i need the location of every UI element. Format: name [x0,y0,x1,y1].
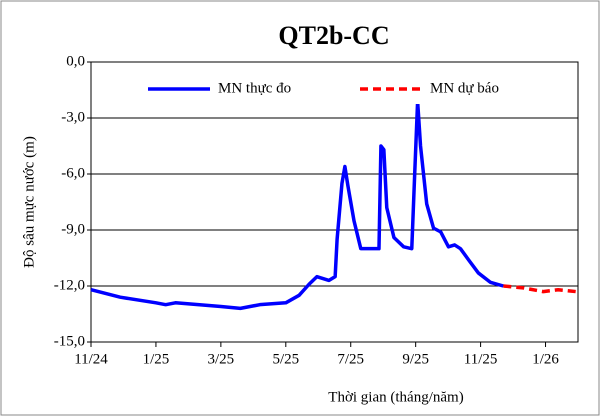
legend-label: MN dự báo [430,80,499,96]
x-tick-label: 11/24 [74,351,108,367]
data-line [503,284,577,294]
y-tick-label: 0,0 [66,53,85,69]
plot-border [90,61,579,343]
x-tick-label: 5/25 [272,351,299,367]
chart-title: QT2b-CC [278,21,389,50]
legend-label: MN thực đo [218,80,291,96]
x-tick-label: 9/25 [402,351,429,367]
y-tick-label: -15,0 [54,333,85,349]
x-tick-label: 3/25 [208,351,235,367]
y-tick-label: -6,0 [61,165,85,181]
x-axis-label: Thời gian (tháng/năm) [328,389,463,405]
x-tick-label: 11/25 [464,351,498,367]
y-tick-label: -12,0 [54,277,85,293]
x-tick-label: 7/25 [337,351,364,367]
y-tick-label: -3,0 [61,109,85,125]
x-tick-label: 1/26 [532,351,559,367]
data-line [90,99,504,311]
y-tick-label: -9,0 [61,221,85,237]
y-axis-label: Độ sâu mực nước (m) [21,136,37,268]
x-tick-label: 1/25 [143,351,170,367]
